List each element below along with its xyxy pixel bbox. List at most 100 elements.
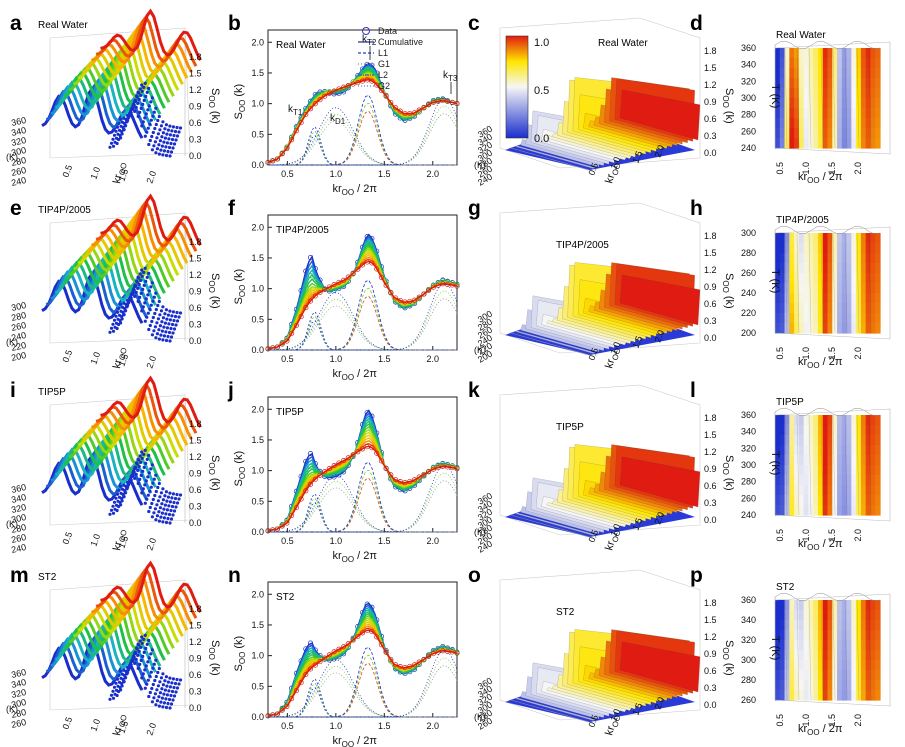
z-axis-title: SOO (k) <box>207 455 221 491</box>
heatmap-cell <box>808 253 814 264</box>
heatmap-cell <box>798 680 805 691</box>
scatter-point <box>152 295 156 299</box>
z-tick-label: 0.9 <box>189 102 202 112</box>
heatmap-cell <box>846 98 852 109</box>
heatmap-cell <box>860 98 867 109</box>
scatter-point <box>158 506 162 510</box>
scatter-point <box>140 89 144 93</box>
x-tick-label: 1.0 <box>801 529 811 542</box>
heatmap-cell <box>779 495 786 506</box>
heatmap-cell <box>808 58 814 69</box>
series-line-12 <box>267 77 458 164</box>
x-tick-label: 0.5 <box>586 529 600 544</box>
data-point <box>289 330 295 337</box>
contour-line <box>820 414 824 516</box>
heatmap-cell <box>851 425 857 436</box>
heatmap-cell <box>817 233 824 244</box>
heatmap-cell <box>827 425 833 436</box>
z-tick-label: 1.2 <box>189 452 202 462</box>
heatmap-cell <box>803 233 810 244</box>
heatmap-cell <box>841 293 848 304</box>
z-tick-label: 0.0 <box>704 515 717 525</box>
heatmap-cell <box>817 108 824 119</box>
model-label-a: Real Water <box>38 20 88 31</box>
heatmap-cell <box>846 485 852 496</box>
scatter-point <box>119 676 123 680</box>
scatter-point <box>117 488 121 492</box>
panel-letter-o: o <box>468 564 481 587</box>
scatter-point <box>111 696 116 700</box>
heatmap-cell <box>803 670 810 681</box>
scatter-point <box>146 660 150 664</box>
heatmap-cell <box>784 253 790 264</box>
heatmap-cell <box>856 600 862 611</box>
heatmap-cell <box>794 263 800 274</box>
heatmap-cell <box>789 680 795 691</box>
x-tick-label: 0.5 <box>586 714 600 729</box>
model-label-f: TIP4P/2005 <box>276 225 329 236</box>
scatter-point <box>112 318 117 322</box>
heatmap-cell <box>798 98 805 109</box>
heatmap-cell <box>808 630 814 641</box>
scatter-point <box>150 281 154 285</box>
model-label-j: TIP5P <box>276 407 304 418</box>
data-point <box>416 294 422 300</box>
heatmap-cell <box>784 48 790 59</box>
heatmap-cell <box>775 600 781 611</box>
heatmap-cell <box>803 68 810 79</box>
scatter-point <box>166 495 170 499</box>
heatmap-cell <box>870 495 876 506</box>
scatter-point <box>160 696 164 700</box>
scatter-point <box>154 518 158 522</box>
scatter-point <box>155 688 159 692</box>
panel-letter-k: k <box>468 379 480 402</box>
heatmap-cell <box>789 303 795 314</box>
data-point <box>411 297 418 303</box>
t-tick-label: 300 <box>10 145 27 158</box>
heatmap-cell <box>851 58 857 69</box>
data-point <box>312 662 318 668</box>
heatmap-cell <box>808 445 814 456</box>
data-point <box>341 277 347 283</box>
component-peak-1 <box>268 114 457 166</box>
z-tick-label: 0.9 <box>189 287 202 297</box>
heatmap-cell <box>798 88 805 99</box>
heatmap-cell <box>827 108 833 119</box>
scatter-point <box>159 309 163 313</box>
heatmap-cell <box>832 233 838 244</box>
data-point <box>374 634 380 640</box>
heatmap-cell <box>846 690 852 701</box>
heatmap-cell <box>832 600 838 611</box>
surface-edge <box>774 407 881 417</box>
heatmap-cell <box>784 98 790 109</box>
heatmap-cell <box>837 58 843 69</box>
heatmap-cell <box>875 128 881 139</box>
scatter-point <box>111 689 115 693</box>
scatter-point <box>113 507 117 511</box>
t-axis-title: T (K) <box>769 451 781 475</box>
heatmap-cell <box>817 425 824 436</box>
scatter-point <box>170 137 175 142</box>
heatmap-cell <box>865 253 872 264</box>
scatter-point <box>147 271 151 275</box>
x-tick-label: 1.5 <box>378 536 391 546</box>
heatmap-cell <box>813 465 819 476</box>
t-tick-label: 320 <box>741 635 756 645</box>
heatmap-cell <box>870 660 876 671</box>
heatmap-cell <box>841 415 848 426</box>
scatter-point <box>144 112 148 116</box>
scatter-point <box>113 140 117 144</box>
scatter-point <box>157 114 161 119</box>
x-tick-label: 0.5 <box>775 714 785 727</box>
heatmap-cell <box>827 475 833 486</box>
heatmap-cell <box>865 233 872 244</box>
y-tick-label: 0.0 <box>251 160 264 170</box>
heatmap-cell <box>813 108 819 119</box>
z-tick-label: 0.3 <box>704 683 717 693</box>
heatmap-cell <box>832 435 838 446</box>
heatmap-cell <box>832 640 838 651</box>
plot-box <box>774 41 891 155</box>
component-peak-2 <box>268 646 457 718</box>
z-axis-title: SOO (k) <box>207 640 221 676</box>
